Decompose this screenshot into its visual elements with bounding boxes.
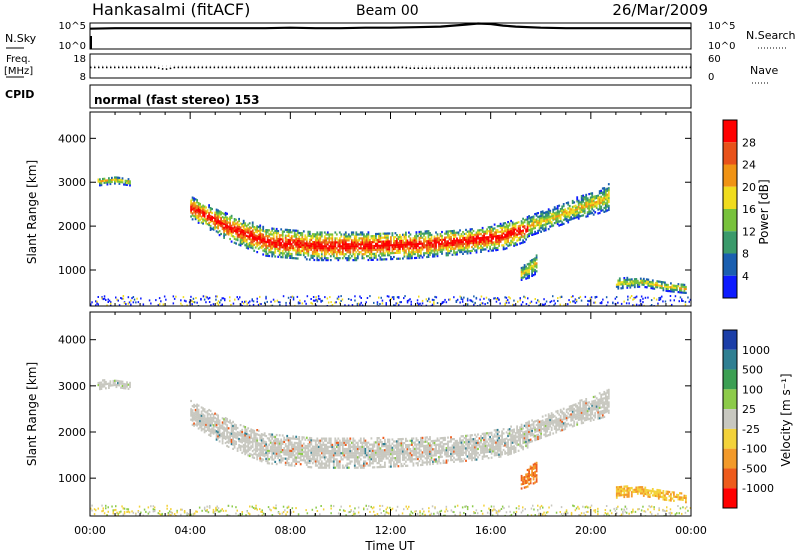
power-ytick-1: 2000 [58, 220, 86, 233]
velocity-colorbar-swatch-7 [723, 468, 737, 489]
power-colorbar-swatch-4 [723, 209, 737, 232]
velocity-colorbar-swatch-0 [723, 330, 737, 350]
velocity-colorbar-swatch-5 [723, 428, 737, 449]
cpid-label: CPID [5, 88, 34, 101]
velocity-colorbar-label: Velocity [m s⁻¹] [779, 373, 793, 466]
velocity-colorbar-swatch-8 [723, 488, 737, 508]
echo-region-3 [520, 254, 538, 281]
velocity-colorbar-tick-5: -100 [742, 443, 767, 456]
power-panel: 1000 2000 3000 4000 Slant Range [km] 4 8 12 16… [25, 111, 771, 307]
beam-title: Beam 00 [356, 3, 419, 19]
noise-left-label: N.Sky [5, 32, 37, 45]
power-ylabel: Slant Range [km] [25, 160, 39, 264]
time-tick-3: 12:00 [375, 524, 407, 537]
velocity-colorbar-swatch-6 [723, 448, 737, 469]
velocity-colorbar-swatch-2 [723, 369, 737, 390]
power-colorbar-swatch-1 [723, 142, 737, 165]
power-colorbar-swatch-6 [723, 253, 737, 276]
ground-scatter [90, 504, 691, 516]
power-colorbar-tick-4: 20 [742, 181, 756, 194]
velocity-colorbar-tick-4: -25 [742, 423, 760, 436]
power-colorbar-tick-6: 28 [742, 136, 756, 149]
date-title: 26/Mar/2009 [612, 1, 708, 19]
velocity-ylabel: Slant Range [km] [25, 362, 39, 466]
velocity-colorbar-swatch-3 [723, 389, 737, 410]
nave-tick-top: 60 [708, 54, 721, 65]
power-colorbar-swatch-2 [723, 164, 737, 187]
echo-region-1 [528, 388, 610, 444]
velocity-ytick-2: 3000 [58, 380, 86, 393]
power-colorbar-tick-0: 4 [742, 270, 749, 283]
echo-region-2 [97, 176, 131, 187]
power-colorbar-swatch-5 [723, 231, 737, 254]
echo-region-4 [615, 276, 687, 294]
power-colorbar-swatch-0 [723, 120, 737, 143]
noise-left-tick-bottom: 10^0 [59, 41, 86, 52]
power-ytick-0: 1000 [58, 264, 86, 277]
cpid-frame [89, 84, 692, 109]
velocity-ytick-3: 4000 [58, 334, 86, 347]
noise-panel: N.Sky 10^5 10^0 10^5 10^0 N.Search [5, 21, 796, 52]
power-colorbar-swatch-7 [723, 275, 737, 298]
noise-left-tick-top: 10^5 [59, 21, 86, 32]
time-tick-6: 00:00 [675, 524, 707, 537]
echo-region-2 [97, 379, 131, 391]
time-axis-label: Time UT [364, 539, 415, 553]
freq-line [90, 66, 692, 71]
echo-region-0 [190, 196, 529, 262]
echo-region-3 [520, 461, 538, 490]
time-tick-2: 08:00 [274, 524, 306, 537]
velocity-ytick-1: 2000 [58, 426, 86, 439]
power-ytick-3: 4000 [58, 132, 86, 145]
velocity-colorbar-tick-6: -500 [742, 462, 767, 475]
noise-right-tick-bottom: 10^0 [708, 41, 735, 52]
velocity-colorbar-tick-7: -1000 [742, 482, 774, 495]
noise-right-label: N.Search [746, 29, 796, 42]
ground-scatter [90, 295, 691, 306]
freq-unit-label: [MHz] [4, 66, 33, 77]
power-colorbar-tick-1: 8 [742, 248, 749, 261]
velocity-ytick-0: 1000 [58, 472, 86, 485]
power-colorbar-label: Power [dB] [757, 179, 771, 244]
freq-left-label: Freq. [6, 54, 31, 65]
nave-label: Nave [750, 64, 778, 77]
power-colorbar-tick-3: 16 [742, 203, 756, 216]
noise-right-tick-top: 10^5 [708, 21, 735, 32]
power-colorbar-tick-2: 12 [742, 225, 756, 238]
frequency-panel: Freq. [MHz] 18 8 60 0 Nave [4, 53, 778, 84]
power-colorbar-swatch-3 [723, 186, 737, 209]
velocity-panel: 1000 2000 3000 4000 Slant Range [km] 1000 50… [25, 311, 793, 517]
time-tick-0: 00:00 [74, 524, 106, 537]
cpid-text: normal (fast stereo) 153 [94, 93, 260, 107]
velocity-colorbar-tick-2: 100 [742, 383, 763, 396]
power-colorbar-tick-5: 24 [742, 159, 756, 172]
velocity-colorbar-tick-0: 1000 [742, 344, 770, 357]
freq-tick-bottom: 8 [80, 72, 86, 83]
time-tick-5: 20:00 [575, 524, 607, 537]
velocity-colorbar-swatch-1 [723, 349, 737, 370]
power-ytick-2: 3000 [58, 176, 86, 189]
echo-region-1 [528, 183, 610, 238]
station-title: Hankasalmi (fitACF) [92, 0, 250, 19]
freq-tick-top: 18 [73, 54, 86, 65]
noise-sky-line [89, 22, 691, 30]
velocity-colorbar-tick-1: 500 [742, 364, 763, 377]
echo-region-0 [190, 399, 529, 469]
time-tick-4: 16:00 [475, 524, 507, 537]
nave-tick-bottom: 0 [708, 72, 714, 83]
velocity-colorbar-tick-3: 25 [742, 403, 756, 416]
time-tick-1: 04:00 [174, 524, 206, 537]
echo-region-4 [615, 485, 687, 504]
velocity-colorbar-swatch-4 [723, 409, 737, 429]
